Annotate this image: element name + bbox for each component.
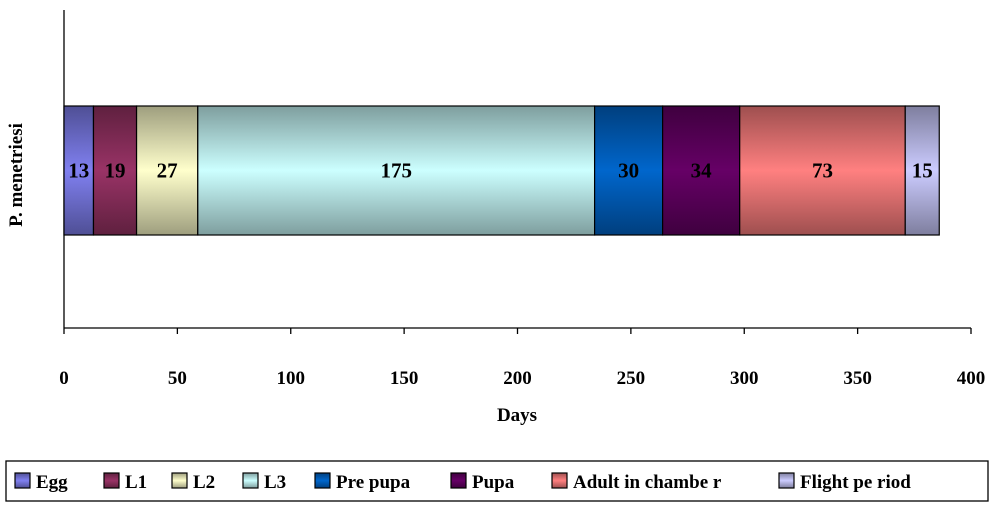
legend-label: L3	[264, 472, 286, 493]
bar-segments	[63, 105, 940, 236]
legend-swatch	[551, 472, 568, 489]
x-axis-title: Days	[497, 405, 537, 426]
legend-label: Adult in chambe r	[573, 472, 722, 493]
data-labels: 13 19 27 175 30 34 73 15	[68, 159, 933, 183]
legend-swatch	[314, 472, 331, 489]
legend-label: L2	[193, 472, 215, 493]
legend-swatch	[103, 472, 120, 489]
bar-segment-l3	[197, 105, 596, 236]
bar-segment-egg	[63, 105, 95, 236]
legend-label: Pupa	[472, 472, 515, 493]
legend-swatch	[450, 472, 467, 489]
bar-segment-pupa	[662, 105, 741, 236]
bar-segment-flight-period	[904, 105, 940, 236]
x-tick-label: 300	[730, 368, 759, 389]
legend-swatch	[778, 472, 795, 489]
data-label: 30	[618, 159, 639, 183]
x-tick-label: 400	[957, 368, 986, 389]
x-tick-label: 250	[617, 368, 646, 389]
data-label: 19	[105, 159, 126, 183]
legend-label: Flight pe riod	[800, 472, 911, 493]
legend: Egg L1 L2 L3 Pre pupa Pupa Adult in chambe r Fl…	[5, 460, 989, 502]
legend-swatch	[242, 472, 259, 489]
legend-label: L1	[125, 472, 147, 493]
data-label: 15	[912, 159, 933, 183]
data-label: 34	[691, 159, 713, 183]
legend-box	[5, 460, 989, 502]
data-label: 175	[380, 159, 412, 183]
legend-swatch	[171, 472, 188, 489]
x-tick-label: 50	[168, 368, 187, 389]
x-tick-label: 150	[390, 368, 419, 389]
x-tick-label: 100	[277, 368, 306, 389]
data-label: 73	[812, 159, 833, 183]
x-tick-label: 350	[843, 368, 872, 389]
x-tick-label: 200	[503, 368, 532, 389]
bar-segment-l1	[92, 105, 138, 236]
legend-label: Egg	[36, 472, 68, 493]
x-tick-labels: 0 50 100 150 200 250 300 350 400	[59, 368, 985, 389]
x-tick-label: 0	[59, 368, 69, 389]
bar-segment-adult-in-chamber	[739, 105, 906, 236]
data-label: 13	[68, 159, 89, 183]
legend-swatch	[14, 472, 31, 489]
data-label: 27	[157, 159, 178, 183]
bar-segment-prepupa	[593, 105, 664, 236]
y-axis-category-label: P. menetriesi	[6, 123, 27, 227]
legend-label: Pre pupa	[336, 472, 411, 493]
